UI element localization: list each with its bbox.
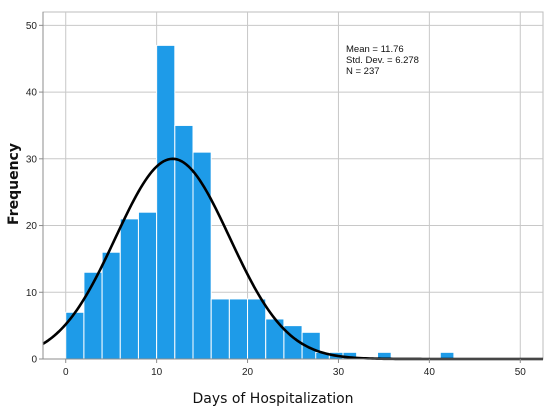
histogram-bar	[228, 298, 249, 360]
axis-layer: 0 10 20 30 40 50 0 10 20 30 40 50	[26, 12, 543, 378]
histogram-bar	[210, 298, 230, 360]
y-tick-label: 20	[26, 221, 38, 232]
histogram-bar	[119, 218, 139, 360]
y-axis-title: Frequency	[6, 143, 22, 225]
x-tick-label: 50	[515, 367, 527, 378]
stat-std-dev: Std. Dev. = 6.278	[346, 55, 419, 66]
x-tick-label: 40	[424, 367, 436, 378]
x-axis-title: Days of Hospitalization	[192, 391, 353, 407]
x-tick-label: 0	[63, 367, 69, 378]
y-tick-label: 50	[26, 21, 38, 32]
histogram-bar	[101, 251, 121, 360]
y-tick-label: 40	[26, 88, 38, 99]
histogram-bar	[247, 298, 267, 360]
y-tick-label: 30	[26, 154, 38, 165]
x-tick-label: 10	[151, 367, 163, 378]
histogram-bar	[156, 44, 176, 360]
stat-mean: Mean = 11.76	[346, 44, 404, 55]
label-layer: Mean = 11.76 Std. Dev. = 6.278 N = 237 D…	[6, 44, 419, 407]
y-tick-label: 0	[31, 355, 37, 366]
y-tick-label: 10	[26, 288, 38, 299]
x-tick-label: 30	[333, 367, 345, 378]
histogram-bar	[137, 211, 158, 360]
bar-layer	[65, 44, 455, 360]
x-tick-label: 20	[242, 367, 254, 378]
stat-n: N = 237	[346, 66, 380, 77]
